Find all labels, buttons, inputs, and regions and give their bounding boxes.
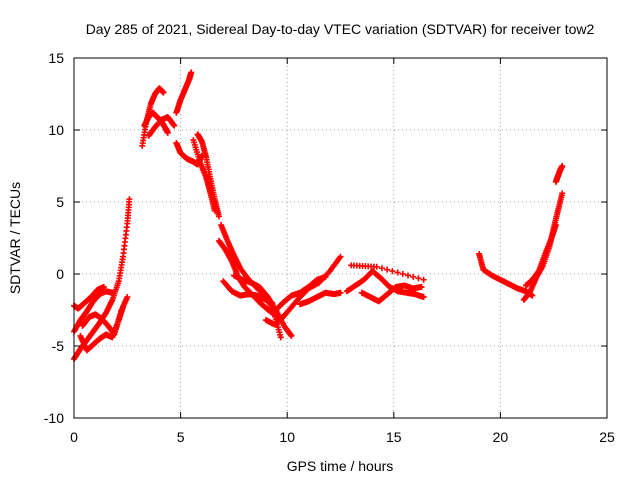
data-point [124, 294, 131, 301]
data-point [288, 332, 295, 339]
series-sat-l [190, 137, 218, 214]
data-point [415, 275, 422, 282]
x-tick-label: 10 [279, 429, 295, 445]
data-point [559, 190, 566, 197]
data-point [399, 271, 406, 277]
x-tick-label: 5 [177, 429, 185, 445]
y-tick-label: 5 [56, 194, 64, 210]
data-point [552, 222, 559, 229]
data-point [160, 89, 167, 96]
chart-title: Day 285 of 2021, Sidereal Day-to-day VTE… [86, 21, 595, 37]
y-tick-label: -5 [52, 338, 65, 354]
series-sat-v [348, 262, 427, 283]
data-point [337, 253, 344, 260]
data-point [389, 268, 396, 275]
data-point [337, 289, 344, 296]
series-sat-c [71, 283, 107, 312]
series-sat-b [71, 288, 116, 335]
y-axis-label: SDTVAR / TECUs [7, 182, 23, 294]
x-tick-label: 0 [70, 429, 78, 445]
data-point [215, 213, 222, 220]
series-sat-t [343, 268, 427, 301]
series-sat-q [262, 253, 344, 328]
data-point [373, 263, 380, 270]
data-point [188, 69, 195, 76]
x-axis-ticks: 0 5 10 15 20 25 [70, 58, 615, 445]
grid-lines [74, 58, 607, 418]
y-tick-label: 10 [48, 122, 64, 138]
data-point [384, 266, 391, 273]
data-point [420, 276, 427, 283]
series-sat-z [552, 163, 566, 185]
x-tick-label: 20 [493, 429, 509, 445]
series-sat-h [145, 114, 178, 139]
data-point [100, 283, 107, 290]
x-tick-label: 25 [599, 429, 615, 445]
y-axis-ticks: -10 -5 0 5 10 15 [44, 50, 607, 426]
series-sat-a [71, 196, 133, 362]
x-tick-label: 15 [386, 429, 402, 445]
data-point [418, 283, 425, 290]
series-sat-y [522, 222, 559, 289]
plot-frame [73, 57, 608, 419]
data-point [277, 334, 284, 341]
data-points [71, 69, 566, 362]
series-sat-u [358, 282, 425, 305]
data-point [171, 122, 178, 129]
series-sat-i [173, 69, 195, 116]
y-tick-label: 15 [48, 50, 64, 66]
data-point [394, 269, 401, 276]
data-point [109, 289, 116, 296]
data-point [164, 129, 171, 136]
data-point [126, 196, 133, 203]
data-point [559, 163, 566, 169]
data-point [322, 273, 329, 280]
y-tick-label: -10 [44, 410, 64, 426]
series-sat-e [79, 294, 131, 338]
y-tick-label: 0 [56, 266, 64, 282]
series-sat-r [271, 273, 329, 315]
series-sat-p [230, 272, 295, 339]
x-axis-label: GPS time / hours [287, 458, 394, 474]
data-point [420, 294, 427, 301]
data-point [378, 265, 385, 272]
data-point [405, 272, 412, 279]
data-point [211, 207, 218, 214]
data-point [410, 273, 417, 280]
series-sat-s [296, 289, 344, 308]
